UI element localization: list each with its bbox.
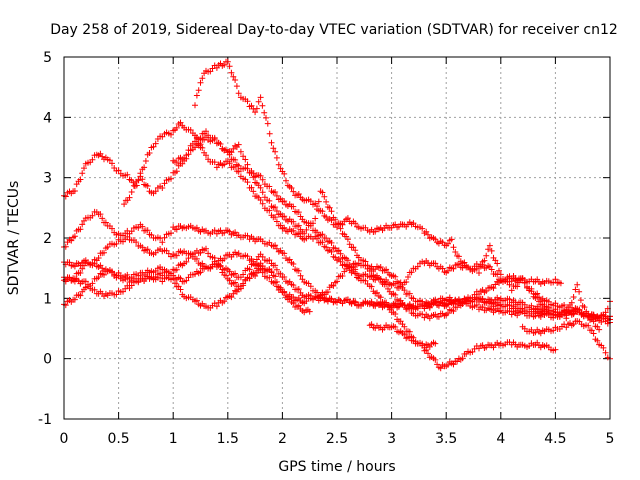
y-axis-label: SDTVAR / TECUs bbox=[6, 181, 22, 296]
data-markers bbox=[61, 58, 613, 372]
y-tick-label: 0 bbox=[43, 352, 52, 368]
y-tick-label: 3 bbox=[43, 171, 52, 187]
plus-markers bbox=[366, 321, 439, 351]
x-tick-label: 4 bbox=[496, 431, 505, 447]
x-tick-label: 0.5 bbox=[107, 431, 129, 447]
x-tick-labels: 0 0.5 1 1.5 2 2.5 3 3.5 4 4.5 5 bbox=[60, 431, 615, 447]
x-tick-label: 3.5 bbox=[435, 431, 457, 447]
x-tick-label: 1.5 bbox=[217, 431, 239, 447]
plus-markers bbox=[519, 318, 613, 362]
y-tick-label: 4 bbox=[43, 110, 52, 126]
x-tick-label: 5 bbox=[606, 431, 615, 447]
x-tick-label: 3 bbox=[387, 431, 396, 447]
x-tick-label: 0 bbox=[60, 431, 69, 447]
series-trace-10 bbox=[366, 321, 439, 351]
x-tick-label: 4.5 bbox=[544, 431, 566, 447]
series-trace-11 bbox=[519, 318, 613, 362]
y-tick-labels: -1 0 1 2 3 4 5 bbox=[38, 50, 52, 428]
y-tick-label: 1 bbox=[43, 291, 52, 307]
x-axis-label: GPS time / hours bbox=[278, 459, 395, 475]
y-tick-label: 2 bbox=[43, 231, 52, 247]
x-tick-label: 1 bbox=[169, 431, 178, 447]
x-tick-label: 2 bbox=[278, 431, 287, 447]
plot-frame bbox=[63, 56, 611, 420]
chart-title: Day 258 of 2019, Sidereal Day-to-day VTE… bbox=[50, 22, 618, 38]
grid-lines bbox=[64, 57, 610, 419]
x-tick-label: 2.5 bbox=[326, 431, 348, 447]
y-tick-label: -1 bbox=[38, 412, 52, 428]
y-tick-label: 5 bbox=[43, 50, 52, 66]
